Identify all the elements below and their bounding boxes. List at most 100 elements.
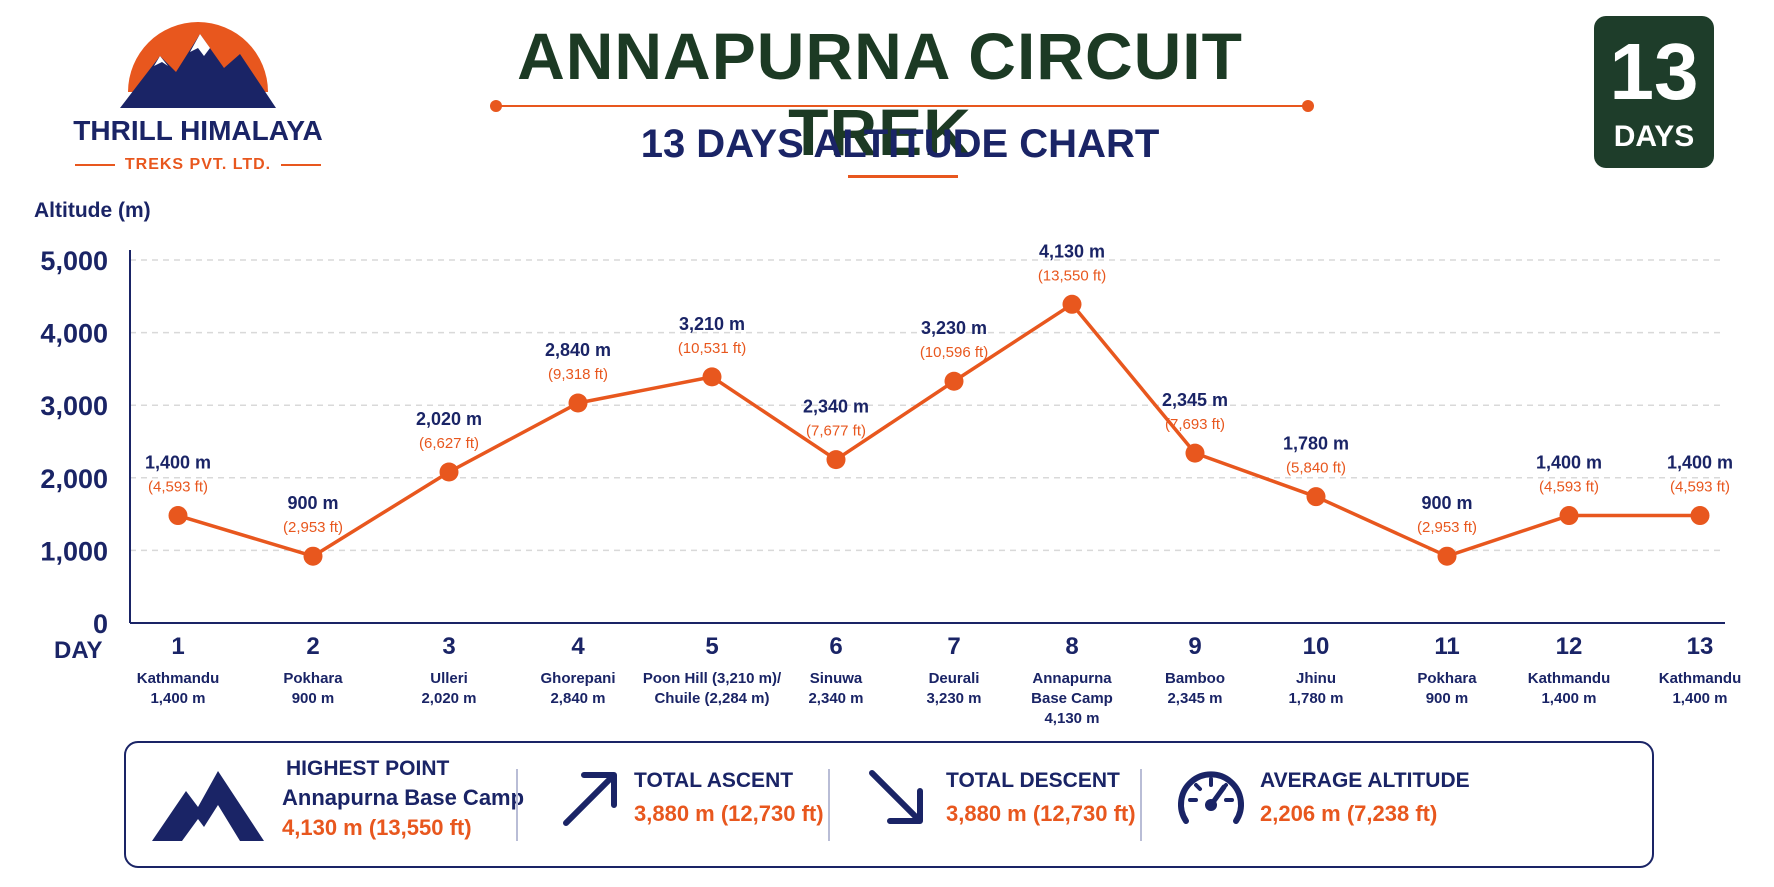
page-subtitle: 13 DAYS ALTITUDE CHART	[640, 122, 1160, 166]
x-place-label: 1,400 m	[150, 690, 205, 707]
x-axis-title: DAY	[54, 637, 102, 664]
data-label-meters: 900 m	[1421, 493, 1472, 513]
y-tick-label: 2,000	[40, 464, 108, 494]
data-label-meters: 1,400 m	[145, 453, 211, 473]
stat-average-altitude: AVERAGE ALTITUDE 2,206 m (7,238 ft)	[1142, 743, 1652, 866]
brand-logo: THRILL HIMALAYA TREKS PVT. LTD.	[58, 10, 338, 173]
data-label-meters: 1,400 m	[1536, 453, 1602, 473]
y-tick-label: 4,000	[40, 319, 108, 349]
x-tick-label: 8	[1065, 633, 1078, 660]
mountain-sun-logo-icon	[120, 22, 276, 108]
data-label-feet: (4,593 ft)	[1539, 479, 1599, 496]
altitude-chart: Altitude (m) 0 1,000 2,000 3,000 4,000 5,000 DA…	[34, 199, 1741, 727]
arrow-up-right-icon	[563, 772, 617, 826]
brand-tagline: TREKS PVT. LTD.	[124, 156, 272, 173]
data-label-feet: (10,531 ft)	[678, 340, 746, 357]
data-label-meters: 2,345 m	[1162, 390, 1228, 410]
x-place-label: Annapurna	[1032, 670, 1112, 687]
arrow-down-right-icon	[869, 770, 923, 824]
data-label-feet: (7,677 ft)	[806, 423, 866, 440]
x-tick-label: 3	[442, 633, 455, 660]
x-place-label: Ghorepani	[540, 670, 615, 687]
subtitle-underline	[848, 175, 958, 178]
data-point	[1690, 506, 1710, 526]
stat-highest-point: HIGHEST POINT Annapurna Base Camp 4,130 …	[126, 743, 566, 866]
x-place-label: 1,400 m	[1541, 690, 1596, 707]
data-point	[1559, 506, 1579, 526]
data-label-feet: (4,593 ft)	[148, 479, 208, 496]
x-tick-label: 1	[171, 633, 184, 660]
x-tick-label: 7	[947, 633, 960, 660]
x-place-label: 1,400 m	[1672, 690, 1727, 707]
data-label-meters: 3,230 m	[921, 318, 987, 338]
days-badge: 13 DAYS	[1594, 16, 1714, 168]
y-tick-label: 5,000	[40, 246, 108, 276]
data-label-meters: 900 m	[287, 493, 338, 513]
stat-separator	[516, 769, 518, 841]
data-label-feet: (9,318 ft)	[548, 366, 608, 383]
stat-total-ascent: TOTAL ASCENT 3,880 m (12,730 ft)	[518, 743, 828, 866]
average-altitude-label: AVERAGE ALTITUDE	[1260, 769, 1470, 792]
x-place-label: 4,130 m	[1044, 710, 1099, 727]
title-divider	[490, 100, 1314, 112]
x-place-label: 2,020 m	[421, 690, 476, 707]
x-tick-label: 5	[705, 633, 718, 660]
data-point	[1185, 443, 1205, 463]
data-label-feet: (4,593 ft)	[1670, 479, 1730, 496]
gauge-icon	[1178, 771, 1244, 824]
x-place-label: 1,780 m	[1288, 690, 1343, 707]
x-tick-label: 13	[1687, 633, 1714, 660]
data-label-feet: (7,693 ft)	[1165, 416, 1225, 433]
data-label-meters: 2,340 m	[803, 397, 869, 417]
data-point	[1437, 546, 1457, 566]
mountain-icon	[152, 771, 264, 841]
brand-name: THRILL HIMALAYA	[73, 115, 323, 146]
y-tick-label: 0	[93, 609, 108, 639]
data-label-meters: 2,840 m	[545, 340, 611, 360]
x-place-label: Pokhara	[1417, 670, 1477, 687]
data-label-meters: 1,780 m	[1283, 434, 1349, 454]
data-point	[1062, 294, 1082, 314]
tagline-rule-right	[281, 164, 322, 166]
data-label-meters: 1,400 m	[1667, 453, 1733, 473]
x-place-label: 2,840 m	[550, 690, 605, 707]
data-point	[944, 371, 964, 391]
x-place-label: Deurali	[929, 670, 980, 687]
x-place-label: Jhinu	[1296, 670, 1336, 687]
x-place-label: 900 m	[1426, 690, 1469, 707]
average-altitude-value: 2,206 m (7,238 ft)	[1260, 801, 1438, 826]
data-point	[439, 462, 459, 482]
data-point	[1306, 487, 1326, 507]
x-place-label: Ulleri	[430, 670, 468, 687]
stat-total-descent: TOTAL DESCENT 3,880 m (12,730 ft)	[830, 743, 1140, 866]
stat-separator	[1140, 769, 1142, 841]
stat-separator	[828, 769, 830, 841]
data-point	[702, 367, 722, 387]
total-ascent-label: TOTAL ASCENT	[634, 769, 794, 792]
data-point	[168, 506, 188, 526]
x-place-label: Base Camp	[1031, 690, 1113, 707]
x-place-label: Chuile (2,284 m)	[654, 690, 769, 707]
days-badge-label: DAYS	[1613, 120, 1695, 153]
x-place-label: Bamboo	[1165, 670, 1225, 687]
stats-panel: HIGHEST POINT Annapurna Base Camp 4,130 …	[124, 741, 1654, 868]
x-place-label: 3,230 m	[926, 690, 981, 707]
x-tick-label: 12	[1556, 633, 1583, 660]
brand-tagline-row: TREKS PVT. LTD.	[58, 156, 338, 174]
x-place-label: Sinuwa	[810, 670, 863, 687]
tagline-rule-left	[74, 164, 115, 166]
data-label-feet: (5,840 ft)	[1286, 460, 1346, 477]
data-point	[826, 450, 846, 470]
data-label-feet: (2,953 ft)	[1417, 519, 1477, 536]
data-label-meters: 3,210 m	[679, 314, 745, 334]
y-axis-title: Altitude (m)	[34, 199, 151, 222]
x-place-label: 2,345 m	[1167, 690, 1222, 707]
page-title: ANNAPURNA CIRCUIT TREK	[517, 19, 1243, 169]
y-tick-label: 1,000	[40, 536, 108, 566]
highest-point-label: HIGHEST POINT	[286, 757, 450, 780]
x-tick-label: 2	[306, 633, 319, 660]
x-tick-label: 4	[571, 633, 585, 660]
total-descent-label: TOTAL DESCENT	[946, 769, 1120, 792]
x-place-label: Poon Hill (3,210 m)/	[643, 670, 782, 687]
data-label-feet: (6,627 ft)	[419, 435, 479, 452]
